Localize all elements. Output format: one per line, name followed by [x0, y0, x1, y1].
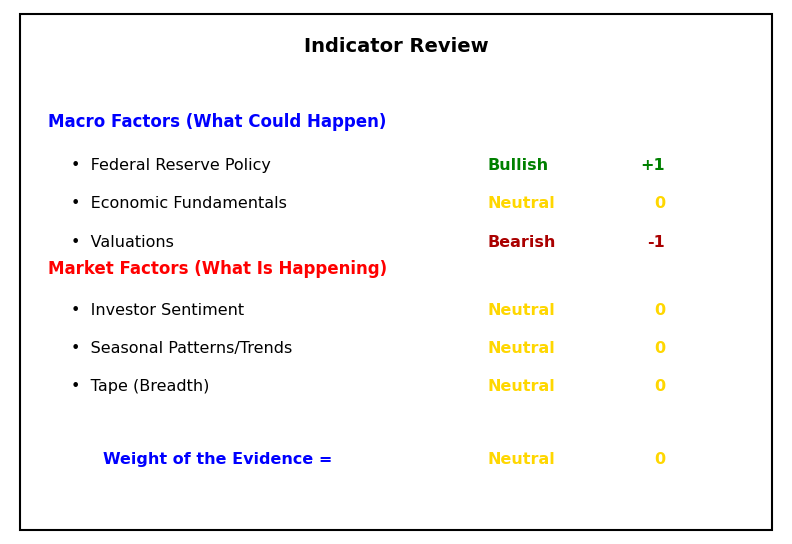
Text: Neutral: Neutral [487, 379, 555, 394]
Text: Indicator Review: Indicator Review [303, 37, 489, 55]
Text: Neutral: Neutral [487, 452, 555, 467]
Text: Bearish: Bearish [487, 234, 555, 250]
Text: •  Federal Reserve Policy: • Federal Reserve Policy [71, 158, 271, 174]
Text: 0: 0 [654, 196, 665, 212]
Text: •  Economic Fundamentals: • Economic Fundamentals [71, 196, 287, 212]
Text: 0: 0 [654, 302, 665, 318]
Text: •  Investor Sentiment: • Investor Sentiment [71, 302, 245, 318]
Text: 0: 0 [654, 452, 665, 467]
Text: Neutral: Neutral [487, 341, 555, 356]
Text: Market Factors (What Is Happening): Market Factors (What Is Happening) [48, 260, 386, 279]
Text: •  Tape (Breadth): • Tape (Breadth) [71, 379, 210, 394]
Text: 0: 0 [654, 341, 665, 356]
Text: +1: +1 [641, 158, 665, 174]
Text: Neutral: Neutral [487, 196, 555, 212]
Text: Weight of the Evidence =: Weight of the Evidence = [103, 452, 333, 467]
Text: 0: 0 [654, 379, 665, 394]
Text: Neutral: Neutral [487, 302, 555, 318]
Text: -1: -1 [648, 234, 665, 250]
Text: Macro Factors (What Could Happen): Macro Factors (What Could Happen) [48, 113, 386, 132]
Text: •  Seasonal Patterns/Trends: • Seasonal Patterns/Trends [71, 341, 292, 356]
Text: •  Valuations: • Valuations [71, 234, 174, 250]
Text: Bullish: Bullish [487, 158, 548, 174]
FancyBboxPatch shape [20, 14, 772, 530]
